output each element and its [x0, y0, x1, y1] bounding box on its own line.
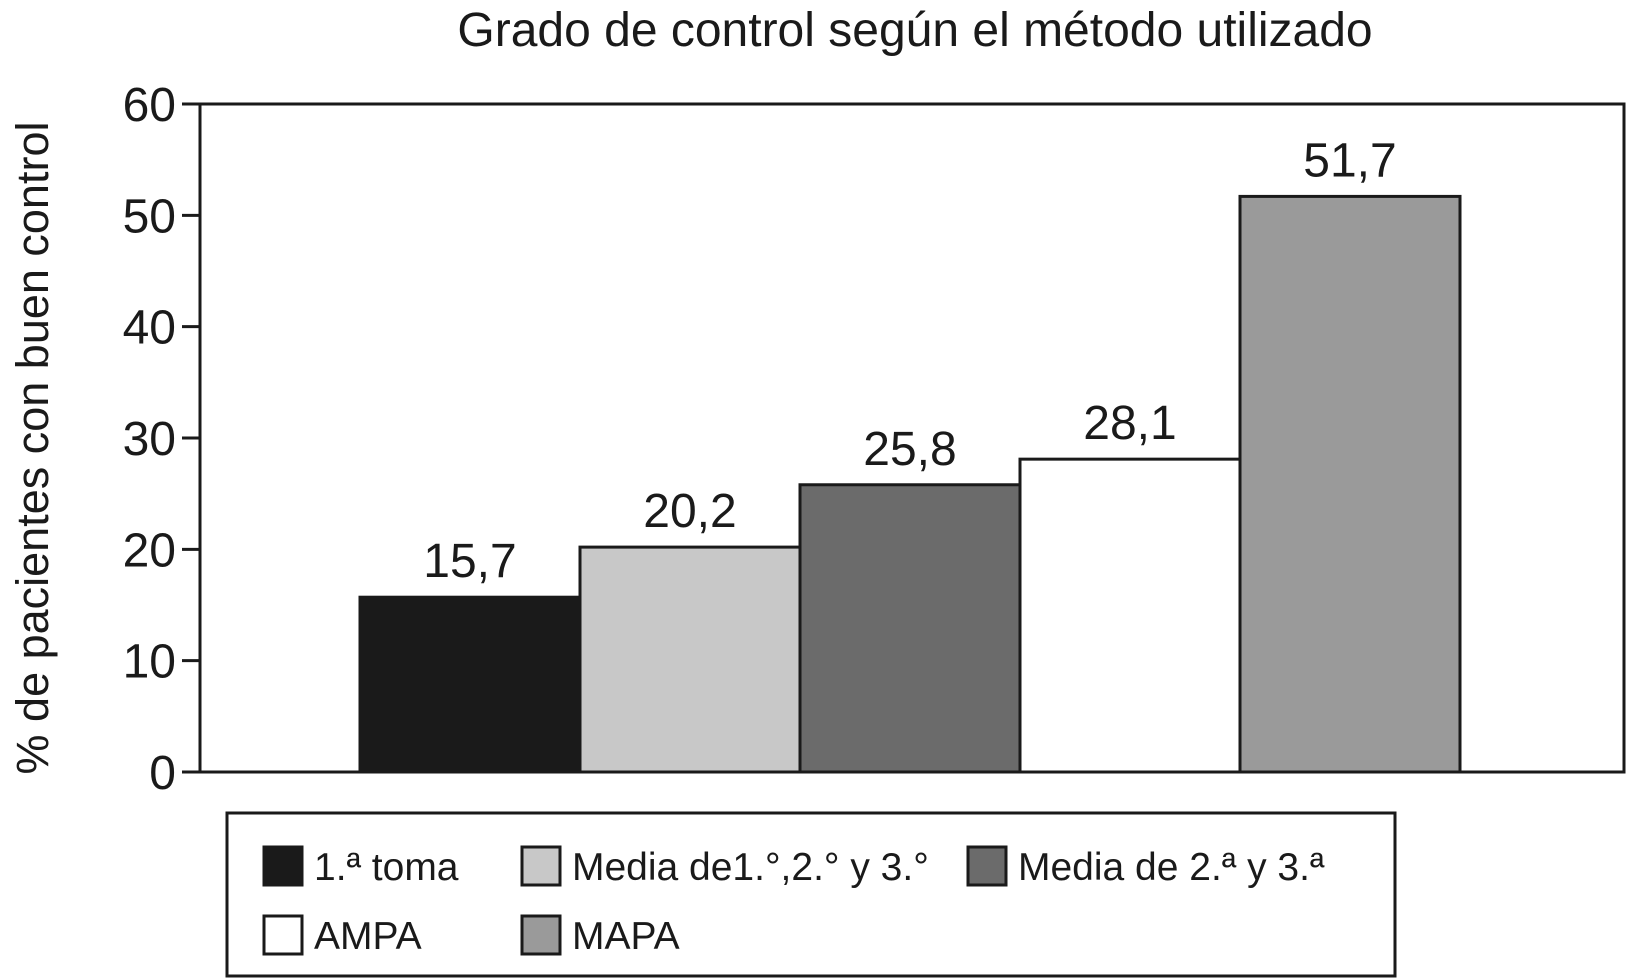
bar — [1018, 457, 1242, 774]
y-tick-label: 10 — [123, 636, 176, 689]
data-label: 20,2 — [643, 485, 736, 538]
y-tick-label: 0 — [149, 747, 176, 800]
legend-label: Media de 2.ª y 3.ª — [1018, 846, 1325, 889]
data-label: 28,1 — [1083, 397, 1176, 450]
y-tick-label: 20 — [123, 524, 176, 577]
bar — [1238, 194, 1462, 774]
legend-label: MAPA — [572, 915, 680, 958]
data-label: 51,7 — [1303, 134, 1396, 187]
legend-swatch — [966, 845, 1008, 887]
legend-swatch — [520, 914, 562, 956]
y-tick-label: 30 — [123, 413, 176, 466]
legend-swatch — [520, 845, 562, 887]
y-tick-label: 40 — [123, 302, 176, 355]
data-labels: 15,7 20,2 25,8 28,1 51,7 — [423, 134, 1396, 588]
legend-label: AMPA — [314, 915, 422, 958]
legend-box — [225, 811, 1397, 978]
chart-title: Grado de control según el método utiliza… — [457, 4, 1372, 57]
plot-frame — [198, 102, 1626, 774]
legend-label: Media de1.°,2.° y 3.° — [572, 846, 929, 889]
legend-swatch — [262, 914, 304, 956]
y-tick-label: 50 — [123, 190, 176, 243]
legend: 1.ª toma Media de1.°,2.° y 3.° Media de 2.… — [225, 811, 1397, 978]
data-label: 25,8 — [863, 423, 956, 476]
y-axis-title: % de pacientes con buen control — [7, 122, 58, 775]
y-axis-ticks: 0 10 20 30 40 50 60 — [123, 79, 200, 800]
bar — [358, 595, 582, 774]
bar — [578, 545, 802, 774]
bar — [798, 483, 1022, 774]
data-label: 15,7 — [423, 535, 516, 588]
bars-group — [358, 194, 1462, 774]
legend-swatch — [262, 845, 304, 887]
y-tick-label: 60 — [123, 79, 176, 132]
legend-label: 1.ª toma — [314, 846, 459, 889]
